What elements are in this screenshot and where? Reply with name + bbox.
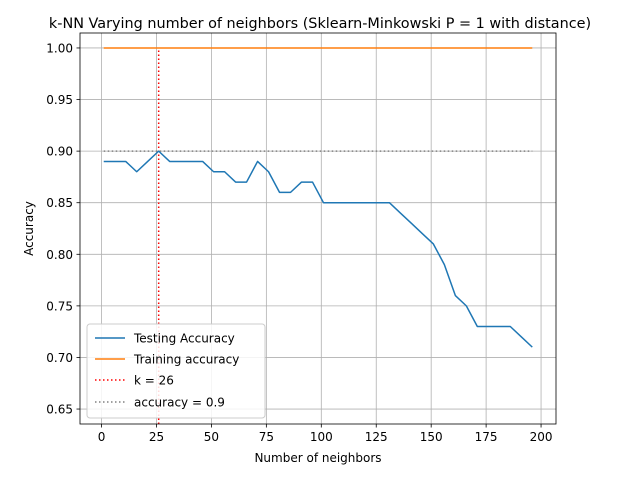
y-tick-label: 0.90 [46,145,73,159]
data-series [103,47,533,348]
y-tick-label: 0.70 [46,351,73,365]
y-tick-label: 0.75 [46,299,73,313]
y-axis-ticks: 0.65 0.70 0.75 0.80 0.85 0.90 0.95 1.00 [46,41,80,417]
legend: Testing Accuracy Training accuracy k = 2… [86,323,266,419]
x-tick-label: 150 [420,430,443,444]
x-tick-label: 175 [475,430,498,444]
series-line [103,150,533,348]
legend-label-accuracy: accuracy = 0.9 [134,396,225,410]
y-tick-label: 1.00 [46,41,73,55]
chart-title: k-NN Varying number of neighbors (Sklear… [49,16,591,32]
y-axis-label: Accuracy [22,201,36,256]
reference-lines [103,47,533,424]
x-tick-label: 200 [530,430,553,444]
x-tick-label: 100 [310,430,333,444]
x-axis-label: Number of neighbors [254,451,381,465]
x-tick-label: 50 [204,430,219,444]
y-tick-label: 0.80 [46,248,73,262]
y-tick-label: 0.95 [46,93,73,107]
y-tick-label: 0.65 [46,403,73,417]
x-tick-label: 125 [365,430,388,444]
grid-lines [80,33,556,424]
x-tick-label: 0 [98,430,106,444]
x-tick-label: 75 [259,430,274,444]
x-axis-ticks: 0 25 50 75 100 125 150 175 200 [98,424,553,444]
x-tick-label: 25 [149,430,164,444]
y-tick-label: 0.85 [46,196,73,210]
legend-label-testing: Testing Accuracy [133,332,235,346]
legend-label-k: k = 26 [134,374,174,388]
legend-label-training: Training accuracy [133,353,239,367]
plot-frame [79,32,557,425]
legend-box [86,323,266,419]
